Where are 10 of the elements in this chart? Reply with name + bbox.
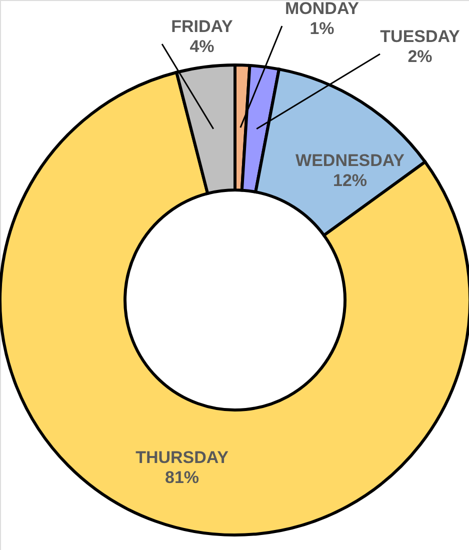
slice-label: TUESDAY	[380, 27, 460, 46]
slice-label: FRIDAY	[171, 17, 234, 36]
slice-label: MONDAY	[285, 0, 360, 18]
slice-label: WEDNESDAY	[296, 151, 406, 170]
slice-label: THURSDAY	[136, 448, 230, 467]
data-label: 4%	[190, 37, 214, 56]
data-label: 2%	[408, 47, 432, 66]
data-label: 1%	[310, 19, 334, 38]
data-label: 12%	[332, 171, 368, 190]
data-label: 81%	[164, 468, 200, 487]
